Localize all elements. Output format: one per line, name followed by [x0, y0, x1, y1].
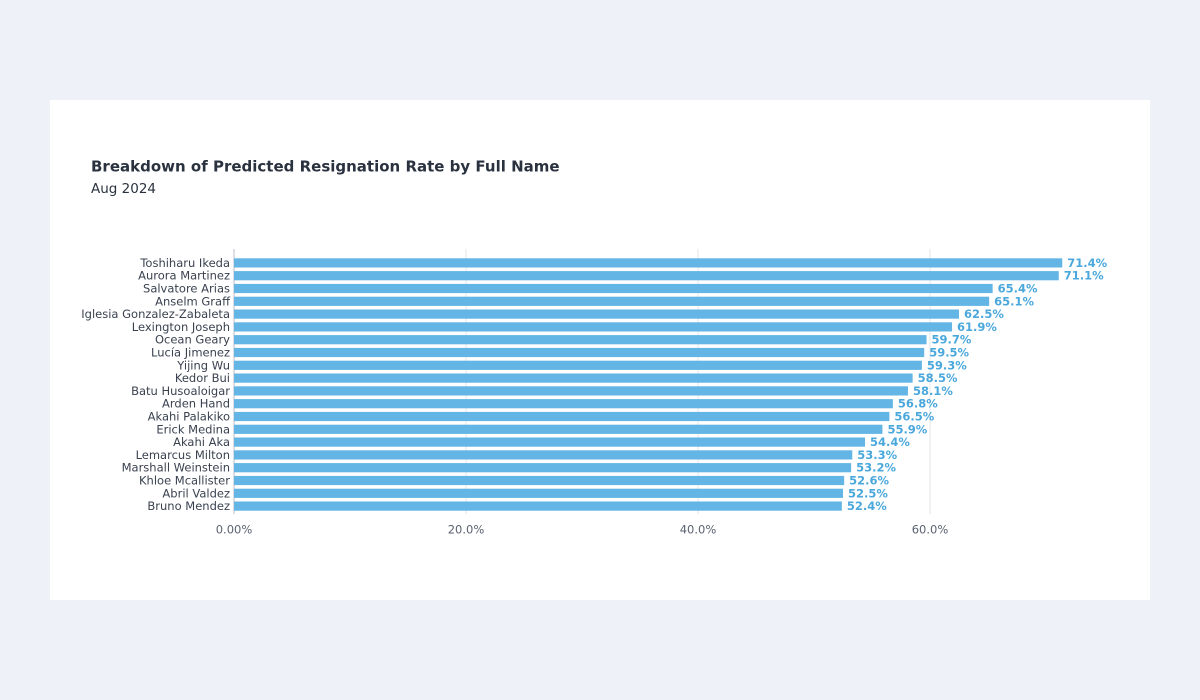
bar: [234, 347, 925, 358]
value-label: 71.4%: [1067, 256, 1107, 270]
x-tick-label: 40.0%: [680, 523, 717, 537]
value-label: 56.8%: [898, 397, 938, 411]
y-tick-label: Batu Husoaloigar: [131, 384, 230, 398]
y-tick-label: Aurora Martinez: [138, 269, 230, 283]
value-label: 52.5%: [848, 486, 888, 500]
y-tick-label: Anselm Graff: [155, 294, 231, 308]
value-label: 65.1%: [994, 294, 1034, 308]
bar: [234, 450, 853, 460]
bar: [234, 437, 866, 447]
y-tick-label: Ocean Geary: [155, 333, 230, 347]
bar: [234, 296, 990, 306]
value-label: 59.5%: [929, 346, 969, 360]
chart-subtitle: Aug 2024: [91, 181, 156, 197]
bar: [234, 258, 1063, 268]
bar: [234, 360, 922, 370]
value-label: 65.4%: [998, 282, 1038, 296]
x-tick-label: 60.0%: [912, 523, 949, 537]
x-tick-label: 0.00%: [216, 523, 253, 537]
bar: [234, 322, 953, 332]
y-tick-label: Marshall Weinstein: [122, 461, 230, 475]
y-tick-label: Akahi Aka: [173, 435, 230, 449]
value-label: 58.5%: [918, 371, 958, 385]
bar: [234, 309, 959, 319]
value-label: 52.6%: [849, 474, 889, 488]
bar: [234, 271, 1059, 281]
value-label: 54.4%: [870, 435, 910, 449]
bar: [234, 501, 842, 511]
y-tick-label: Abril Valdez: [162, 486, 230, 500]
bar: [234, 373, 913, 383]
bar: [234, 283, 993, 294]
bar: [234, 488, 843, 498]
bar: [234, 463, 852, 473]
y-tick-label: Kedor Bui: [175, 371, 230, 385]
y-tick-label: Khloe Mcallister: [139, 474, 230, 488]
bar: [234, 399, 893, 409]
y-tick-label: Erick Medina: [156, 422, 230, 436]
value-label: 62.5%: [964, 307, 1004, 321]
value-label: 55.9%: [887, 422, 927, 436]
value-label: 59.7%: [932, 333, 972, 347]
y-tick-label: Bruno Mendez: [147, 499, 230, 513]
y-tick-label: Iglesia Gonzalez-Zabaleta: [81, 307, 230, 321]
y-tick-label: Lucía Jimenez: [151, 346, 230, 360]
value-label: 71.1%: [1064, 269, 1104, 283]
bar: [234, 386, 908, 396]
y-tick-label: Akahi Palakiko: [148, 410, 230, 424]
y-tick-label: Toshiharu Ikeda: [139, 256, 230, 270]
value-label: 61.9%: [957, 320, 997, 334]
chart-title: Breakdown of Predicted Resignation Rate …: [91, 158, 560, 176]
bar: [234, 411, 890, 422]
value-label: 56.5%: [894, 410, 934, 424]
value-label: 52.4%: [847, 499, 887, 513]
y-tick-label: Yijing Wu: [176, 358, 230, 372]
y-tick-label: Salvatore Arias: [143, 282, 230, 296]
y-tick-label: Lemarcus Milton: [136, 448, 230, 462]
value-label: 59.3%: [927, 358, 967, 372]
y-tick-label: Arden Hand: [162, 397, 230, 411]
y-tick-label: Lexington Joseph: [132, 320, 230, 334]
x-tick-label: 20.0%: [448, 523, 485, 537]
bar: [234, 424, 883, 434]
bar: [234, 475, 845, 486]
value-label: 58.1%: [913, 384, 953, 398]
value-label: 53.3%: [857, 448, 897, 462]
bar: [234, 335, 927, 345]
value-label: 53.2%: [856, 461, 896, 475]
